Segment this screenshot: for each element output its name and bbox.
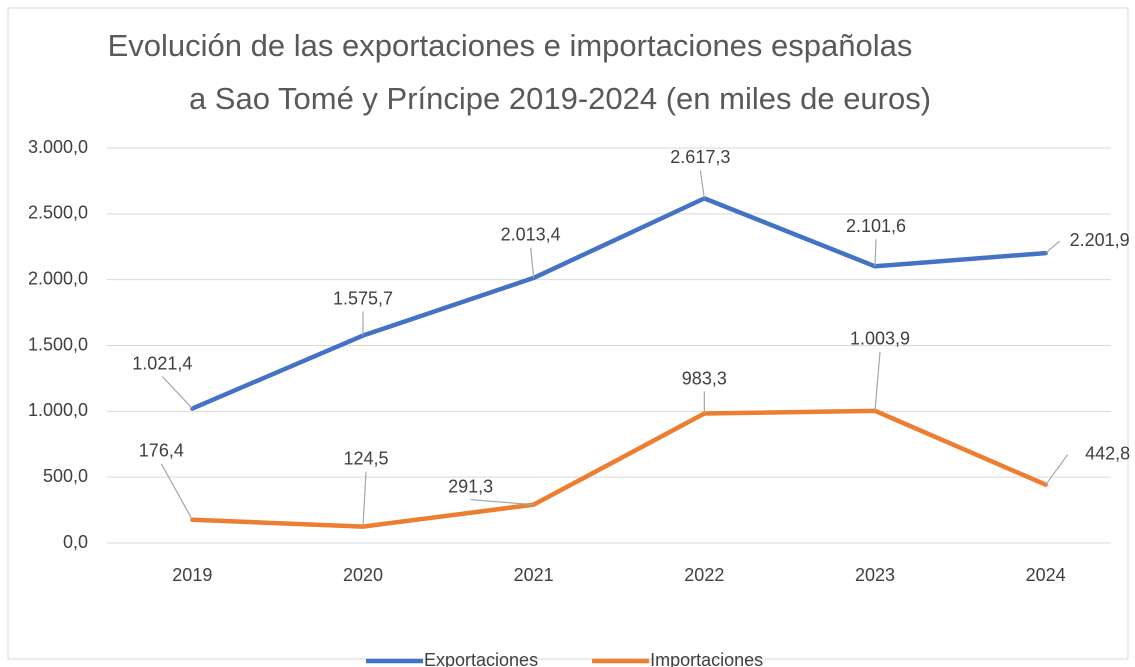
chart-frame [7,7,1129,660]
y-tick-label: 1.500,0 [28,334,88,354]
leader-line [1045,240,1061,254]
data-label: 124,5 [343,448,388,468]
data-label: 2.617,3 [670,147,730,167]
y-tick-label: 2.000,0 [28,268,88,288]
y-tick-label: 1.000,0 [28,400,88,420]
data-label: 1.575,7 [333,288,393,308]
data-label: 983,3 [682,368,727,388]
leader-line [362,471,367,527]
x-tick-label: 2024 [1026,565,1066,585]
data-label: 1.003,9 [850,329,910,349]
x-tick-label: 2019 [172,565,212,585]
x-tick-label: 2020 [343,565,383,585]
leader-line [530,247,535,278]
leader-line [874,239,877,267]
chart-title: Evolución de las exportaciones e importa… [108,28,913,63]
legend-label: Importaciones [650,650,763,667]
leader-line [470,499,534,506]
x-tick-label: 2023 [855,565,895,585]
leader-line [1045,454,1069,486]
data-label: 1.021,4 [132,353,192,373]
leader-line [874,351,881,411]
y-tick-label: 0,0 [63,532,88,552]
data-label: 442,8 [1085,443,1130,463]
x-tick-label: 2021 [514,565,554,585]
data-label: 291,3 [448,476,493,496]
series-line [190,408,1048,529]
y-tick-label: 3.000,0 [28,137,88,157]
legend-label: Exportaciones [424,650,538,667]
series-line [190,196,1048,411]
chart-title: a Sao Tomé y Príncipe 2019-2024 (en mile… [189,81,931,116]
y-tick-label: 2.500,0 [28,203,88,223]
data-label: 2.013,4 [501,225,561,245]
data-label: 2.101,6 [846,216,906,236]
y-tick-label: 500,0 [43,466,88,486]
leader-line [160,463,193,521]
x-tick-label: 2022 [684,565,724,585]
leader-line [161,376,193,409]
leader-line [699,170,705,199]
data-label: 176,4 [139,441,184,461]
data-label: 2.201,9 [1070,230,1130,250]
